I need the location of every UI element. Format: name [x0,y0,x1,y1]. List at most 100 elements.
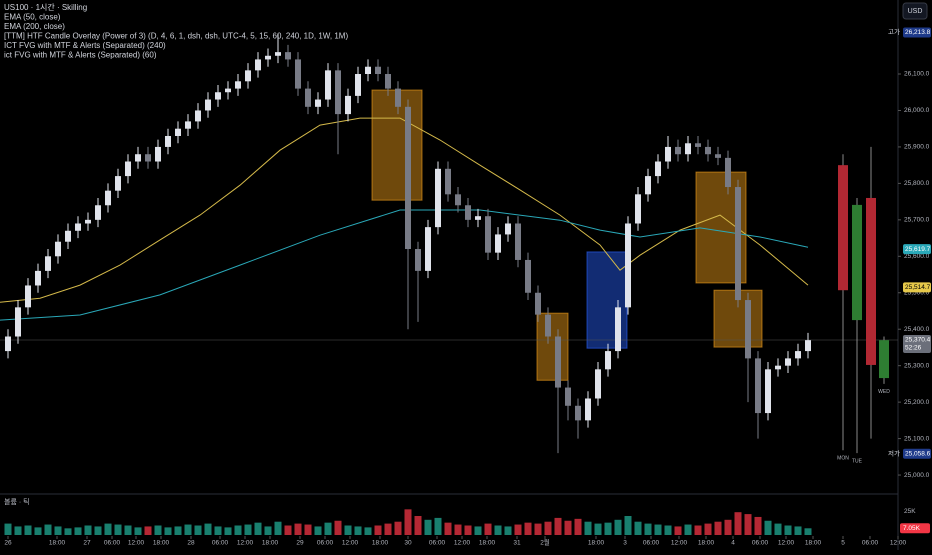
htf-body [879,340,889,379]
candle-body [585,398,591,421]
candle-body [635,194,641,224]
volume-bar [124,525,132,535]
price-tag-bg [903,244,931,255]
candle-body [675,146,681,155]
legend-text: ict FVG with MTF & Alerts (Separated) (6… [4,51,157,60]
price-tag-countdown: 52:26 [905,345,922,352]
ema-line [0,117,809,303]
x-tick-label: 26 [4,540,12,547]
volume-bar [434,517,442,535]
legend-text: EMA (50, close) [4,13,61,22]
volume-bar [334,520,342,535]
candle-body [725,157,731,188]
x-tick-label: 18:00 [372,540,389,547]
candle-body [185,121,191,129]
candle-body [35,270,41,286]
candle-body [355,74,361,96]
volume-bar [354,526,362,535]
candle-body [555,336,561,388]
htf-body [866,197,876,365]
candle-body [805,340,811,352]
candle-body [15,307,21,337]
candle-body [565,387,571,406]
volume-bar [84,525,92,535]
x-tick-label: 18:00 [805,540,822,547]
candle-body [645,176,651,195]
volume-bar [34,527,42,535]
volume-bar [134,527,142,535]
volume-bar [324,522,332,535]
candle-body [775,365,781,370]
x-tick-label: 18:00 [153,540,170,547]
volume-bar [464,525,472,535]
y-tick-label: 25,800.0 [904,180,930,187]
volume-bar [734,512,742,535]
volume-bar [444,522,452,535]
candle-body [345,95,351,115]
candle-body [85,219,91,224]
x-tick-label: 18:00 [49,540,66,547]
x-tick-label: 4 [731,540,735,547]
candle-body [105,190,111,206]
x-tick-label: 06:00 [429,540,446,547]
candle-body [465,205,471,220]
candle-body [115,176,121,191]
htf-body [838,165,848,291]
x-tick-label: 12:00 [454,540,471,547]
legend-text: [TTM] HTF Candle Overlay (Power of 3) (D… [4,32,348,41]
candle-body [365,66,371,75]
price-tag: 26,213.8 [905,29,931,36]
volume-bar [744,514,752,535]
x-tick-label: 06:00 [643,540,660,547]
candle-body [435,168,441,228]
x-tick-label: 29 [296,540,304,547]
candle-body [525,259,531,293]
candle-body [315,99,321,107]
ema-line [0,209,809,321]
fvg-zone [371,89,423,201]
volume-bar [364,527,372,535]
x-tick-label: 18:00 [479,540,496,547]
x-tick-label: 06:00 [104,540,121,547]
volume-bar [614,519,622,535]
volume-tag-bg [900,523,930,534]
candle-body [305,88,311,107]
price-tag: 25,514.7 [905,284,931,291]
candle-body [475,216,481,220]
candle-body [715,154,721,158]
y-tick-label: 25,000.0 [904,472,930,479]
volume-bar [524,522,532,535]
y-tick-label: 25,700.0 [904,217,930,224]
volume-bar [774,523,782,535]
volume-bar [664,525,672,535]
volume-bar [674,526,682,535]
x-tick-label: 12:00 [671,540,688,547]
htf-label: TUE [852,459,863,465]
htf-label: WED [878,389,890,395]
volume-bar [684,524,692,535]
volume-bar [314,526,322,535]
volume-bar [264,526,272,535]
volume-bar [274,521,282,535]
volume-bar [804,528,812,535]
volume-bar [704,523,712,535]
price-tag: 25,058.6 [905,450,931,457]
volume-bar [294,523,302,535]
volume-bar [224,527,232,535]
volume-bar [554,517,562,535]
volume-bar [54,526,62,535]
candle-body [515,223,521,260]
x-tick-label: 12:00 [128,540,145,547]
candle-body [205,99,211,111]
candle-body [5,336,11,352]
candle-body [425,227,431,271]
currency-button[interactable] [902,2,928,20]
volume-bar [764,520,772,535]
x-tick-label: 28 [187,540,195,547]
candle-body [155,146,161,162]
candle-body [625,223,631,308]
volume-bar [494,525,502,535]
volume-bar [64,528,72,535]
candle-body [265,55,271,60]
candle-body [795,351,801,359]
